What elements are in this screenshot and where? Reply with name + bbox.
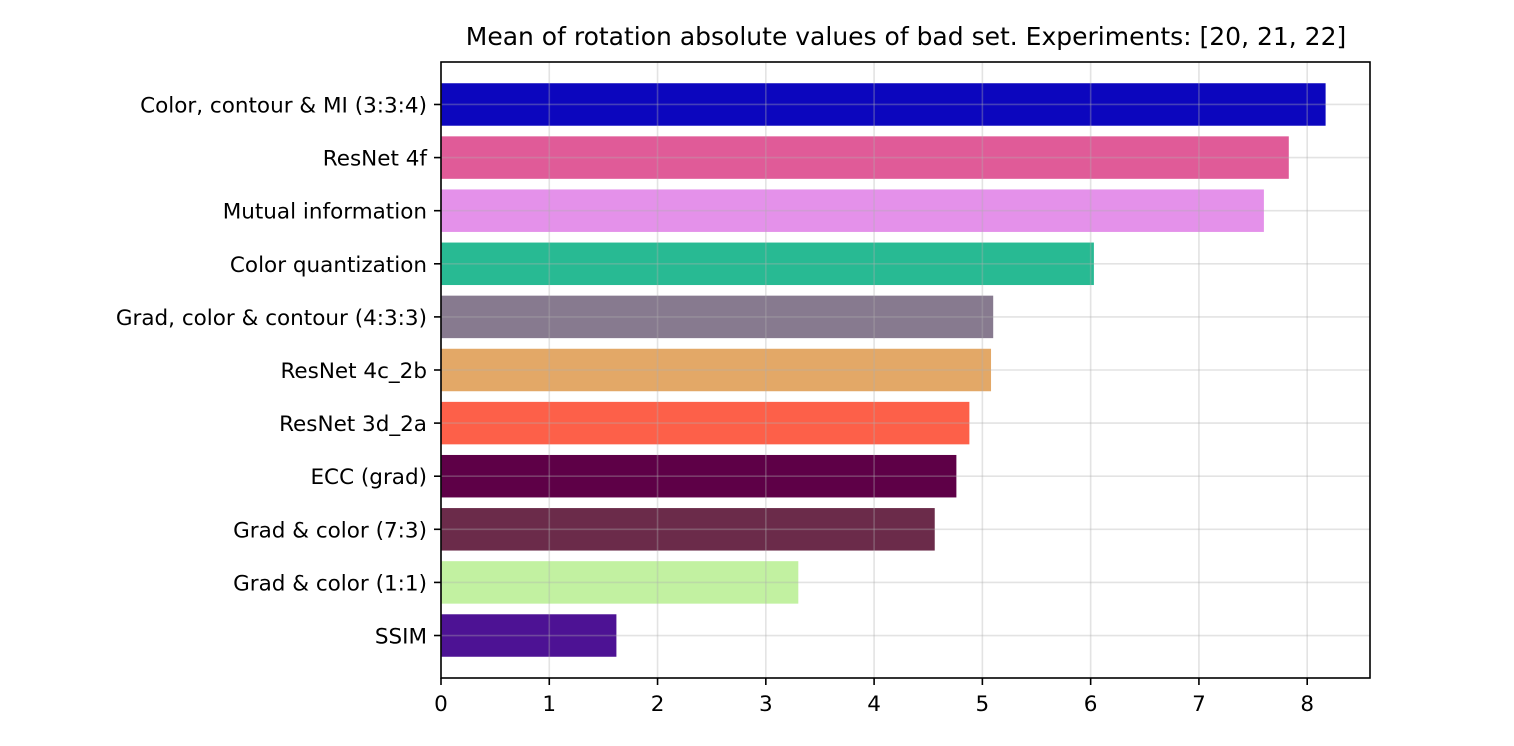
y-tick-label: Color, contour & MI (3:3:4) xyxy=(140,93,427,118)
bar xyxy=(441,561,799,604)
bar xyxy=(441,189,1264,232)
grid xyxy=(440,62,1370,678)
x-tick-label: 2 xyxy=(651,692,665,717)
y-tick-label: Grad, color & contour (4:3:3) xyxy=(116,306,427,331)
x-tick-label: 0 xyxy=(434,692,448,717)
bar xyxy=(441,454,957,498)
y-tick-label: SSIM xyxy=(375,625,427,650)
bar xyxy=(441,614,617,657)
x-axis-ticks: 0 1 2 3 4 5 6 7 8 xyxy=(434,678,1314,717)
bar xyxy=(441,295,994,339)
y-axis-ticks: Color, contour & MI (3:3:4) ResNet 4f Mutu… xyxy=(116,93,441,650)
y-tick-label: Grad & color (1:1) xyxy=(233,571,427,596)
y-tick-label: ResNet 4c_2b xyxy=(280,359,427,384)
x-tick-label: 3 xyxy=(759,692,773,717)
x-tick-label: 1 xyxy=(542,692,556,717)
bar xyxy=(441,508,935,551)
y-tick-label: ResNet 4f xyxy=(323,147,428,172)
bar xyxy=(441,242,1094,286)
x-tick-label: 6 xyxy=(1084,692,1098,717)
x-tick-label: 7 xyxy=(1192,692,1206,717)
bar xyxy=(441,348,992,392)
x-tick-label: 5 xyxy=(976,692,990,717)
y-tick-label: Grad & color (7:3) xyxy=(233,518,427,543)
chart-title: Mean of rotation absolute values of bad … xyxy=(466,22,1347,51)
bar xyxy=(441,136,1289,179)
x-tick-label: 4 xyxy=(867,692,881,717)
y-tick-label: Mutual information xyxy=(223,200,427,225)
bar xyxy=(441,401,970,445)
y-tick-label: ECC (grad) xyxy=(310,465,427,490)
y-tick-label: Color quantization xyxy=(230,253,427,278)
x-tick-label: 8 xyxy=(1300,692,1314,717)
bars xyxy=(441,83,1326,657)
bar xyxy=(441,83,1326,126)
y-tick-label: ResNet 3d_2a xyxy=(279,412,427,437)
